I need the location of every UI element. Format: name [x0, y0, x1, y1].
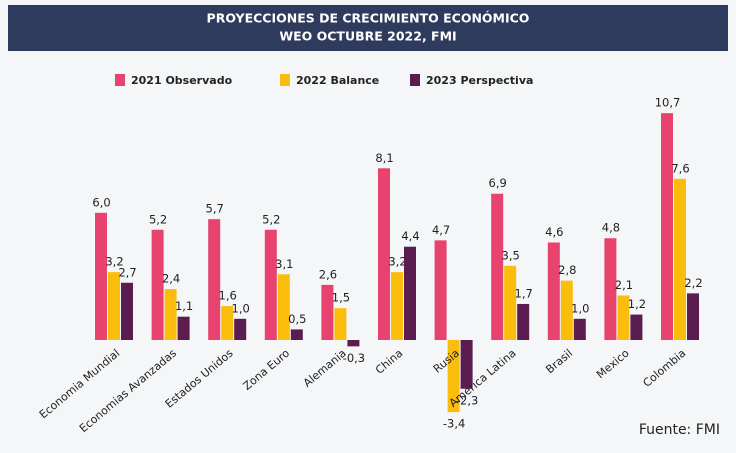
legend-swatch — [410, 74, 420, 86]
bar — [547, 242, 560, 340]
data-label: 5,2 — [262, 212, 280, 226]
data-label: 4,8 — [602, 221, 620, 235]
data-label: 4,7 — [432, 223, 450, 237]
data-label: 2,6 — [319, 267, 337, 281]
bar — [334, 308, 347, 340]
legend-label: 2022 Balance — [296, 74, 379, 87]
bar — [687, 293, 699, 340]
bar — [121, 282, 133, 340]
bar — [264, 229, 277, 340]
legend-swatch — [280, 74, 290, 86]
bar — [674, 178, 686, 340]
data-label: 2,2 — [684, 276, 702, 290]
data-label: 3,2 — [388, 255, 406, 269]
data-label: 2,1 — [615, 278, 633, 292]
data-label: -3,4 — [443, 417, 465, 431]
bar — [460, 340, 473, 389]
data-label: 5,2 — [149, 212, 167, 226]
data-label: 6,0 — [92, 195, 110, 209]
chart-title: PROYECCIONES DE CRECIMIENTO ECONÓMICO — [207, 11, 530, 26]
bar — [208, 219, 221, 340]
data-label: 4,6 — [545, 225, 563, 239]
bar — [277, 274, 290, 340]
legend-label: 2023 Perspectiva — [426, 74, 533, 87]
data-label: 1,2 — [628, 297, 646, 311]
data-label: 8,1 — [375, 151, 393, 165]
title-bar — [8, 5, 728, 51]
bar — [573, 318, 586, 340]
bar — [617, 295, 630, 340]
bar — [290, 329, 303, 340]
data-label: 2,4 — [162, 272, 180, 286]
legend-label: 2021 Observado — [131, 74, 233, 87]
data-label: 2,7 — [118, 265, 136, 279]
bar — [391, 272, 403, 340]
data-label: -0,3 — [343, 351, 365, 365]
bar — [108, 272, 120, 340]
data-label: 10,7 — [655, 96, 681, 110]
bar — [221, 306, 234, 340]
bar — [447, 340, 460, 413]
data-label: 7,6 — [671, 161, 689, 175]
bar — [177, 316, 190, 340]
data-label: 3,2 — [105, 255, 123, 269]
data-label: -2,3 — [456, 393, 478, 407]
bar — [321, 284, 334, 340]
chart-title: WEO OCTUBRE 2022, FMI — [279, 29, 456, 44]
data-label: 1,5 — [332, 291, 350, 305]
bar — [630, 314, 643, 340]
bar — [434, 240, 447, 340]
data-label: 0,5 — [288, 312, 306, 326]
bar — [347, 340, 360, 347]
data-label: 1,0 — [571, 301, 589, 315]
data-label: 6,9 — [489, 176, 507, 190]
bar — [404, 246, 416, 340]
data-label: 1,0 — [232, 301, 250, 315]
bar — [234, 318, 247, 340]
legend-swatch — [115, 74, 125, 86]
bar — [491, 193, 504, 340]
bar — [504, 265, 517, 340]
bar — [164, 289, 177, 340]
bar — [560, 280, 573, 340]
data-label: 5,7 — [206, 202, 224, 216]
data-label: 4,4 — [401, 229, 419, 243]
data-label: 3,1 — [275, 257, 293, 271]
bar — [517, 303, 530, 340]
bar — [604, 238, 617, 340]
data-label: 3,5 — [502, 248, 520, 262]
bar — [95, 212, 107, 340]
data-label: 1,7 — [515, 286, 533, 300]
bar — [661, 113, 673, 340]
data-label: 1,1 — [175, 299, 193, 313]
bar — [151, 229, 164, 340]
bar — [378, 168, 390, 340]
data-label: 1,6 — [219, 289, 237, 303]
source: Fuente: FMI — [639, 422, 720, 438]
data-label: 2,8 — [558, 263, 576, 277]
